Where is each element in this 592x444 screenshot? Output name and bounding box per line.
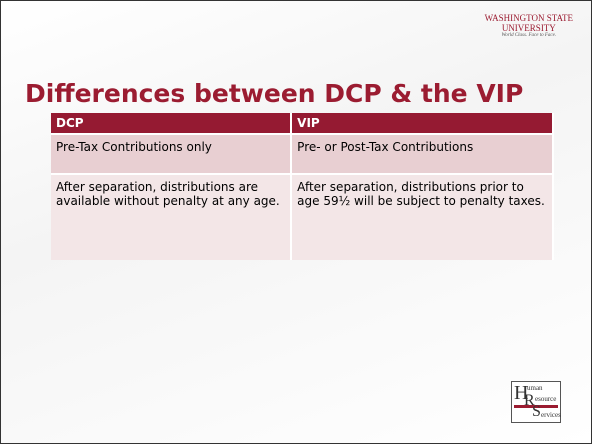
cell: After separation, distributions are avai…	[51, 173, 293, 260]
wsu-logo: WASHINGTON STATE UNIVERSITY World Class.…	[485, 13, 573, 38]
logo-tagline: World Class. Face to Face.	[501, 33, 557, 38]
logo-text: uman	[527, 384, 543, 392]
logo-letter: R	[524, 392, 535, 409]
logo-text: UNIVERSITY	[501, 23, 556, 33]
cell: Pre-Tax Contributions only	[51, 133, 293, 174]
cell: Pre- or Post-Tax Contributions	[291, 133, 554, 174]
table: DCP VIP Pre-Tax Contributions only Pre- or…	[51, 113, 554, 260]
header-cell: VIP	[291, 113, 554, 134]
logo-letter: H	[514, 382, 529, 404]
logo-text: ervices	[541, 411, 561, 419]
logo-text: WASHINGTON STATE	[484, 13, 573, 23]
title: Differences between DCP & the VIP	[25, 79, 524, 108]
hrs-logo: H uman R esource S ervices	[511, 381, 561, 423]
logo-letter: S	[532, 403, 541, 420]
logo-bar	[514, 405, 558, 408]
logo-text: esource	[535, 395, 557, 403]
cell: After separation, distributions prior to…	[291, 173, 554, 260]
header-cell: DCP	[51, 113, 293, 134]
